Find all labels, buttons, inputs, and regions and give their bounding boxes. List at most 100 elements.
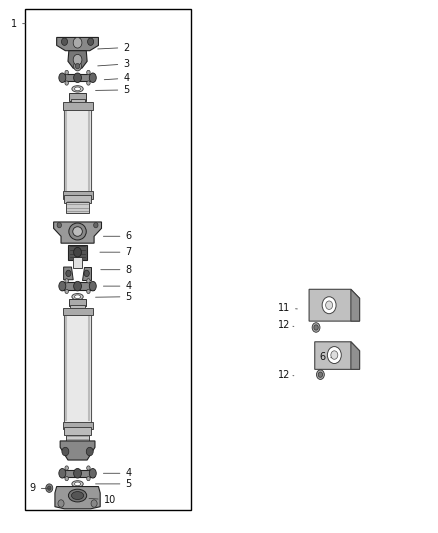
Circle shape	[87, 279, 90, 283]
Ellipse shape	[73, 227, 82, 236]
Ellipse shape	[74, 73, 81, 83]
Bar	[63, 102, 92, 110]
Bar	[63, 422, 92, 429]
Ellipse shape	[72, 481, 83, 487]
Ellipse shape	[74, 482, 81, 486]
Circle shape	[65, 81, 68, 85]
Circle shape	[87, 70, 90, 75]
Circle shape	[325, 301, 332, 310]
Text: 6: 6	[103, 231, 131, 241]
Bar	[69, 93, 86, 101]
Polygon shape	[57, 37, 99, 51]
Ellipse shape	[68, 489, 87, 502]
Circle shape	[322, 297, 336, 314]
Circle shape	[65, 466, 68, 470]
Circle shape	[88, 38, 94, 45]
Circle shape	[327, 346, 341, 364]
Bar	[67, 202, 88, 214]
Text: 1: 1	[11, 19, 25, 29]
Text: 5: 5	[95, 479, 132, 489]
Text: 2: 2	[98, 43, 130, 53]
Bar	[64, 195, 91, 204]
Ellipse shape	[89, 281, 96, 291]
Circle shape	[87, 289, 90, 294]
Circle shape	[62, 447, 69, 456]
Bar	[73, 257, 82, 268]
Polygon shape	[64, 267, 73, 280]
Bar	[64, 106, 91, 195]
Bar	[67, 434, 88, 444]
Circle shape	[318, 372, 322, 377]
Text: 12: 12	[278, 370, 294, 380]
Circle shape	[73, 37, 82, 48]
Bar	[71, 100, 85, 105]
Bar	[61, 470, 94, 477]
Ellipse shape	[72, 294, 83, 300]
Circle shape	[65, 279, 68, 283]
Circle shape	[91, 500, 97, 507]
Circle shape	[87, 466, 90, 470]
Text: 7: 7	[100, 247, 132, 257]
Ellipse shape	[59, 469, 66, 478]
Bar	[64, 426, 91, 435]
Ellipse shape	[74, 469, 81, 478]
Circle shape	[65, 70, 68, 75]
Ellipse shape	[89, 469, 96, 478]
Ellipse shape	[59, 73, 66, 83]
Ellipse shape	[72, 86, 83, 92]
Circle shape	[58, 500, 64, 507]
Bar	[61, 74, 94, 82]
Circle shape	[66, 270, 71, 277]
Text: 9: 9	[30, 483, 50, 493]
Circle shape	[75, 63, 80, 69]
Ellipse shape	[59, 281, 66, 291]
Circle shape	[314, 325, 318, 330]
Circle shape	[312, 322, 320, 332]
Bar	[63, 191, 92, 199]
Ellipse shape	[74, 87, 81, 91]
Polygon shape	[82, 267, 92, 280]
Text: 12: 12	[278, 320, 294, 330]
Bar	[61, 282, 94, 290]
Circle shape	[74, 61, 81, 71]
Polygon shape	[315, 342, 360, 369]
Polygon shape	[60, 441, 95, 460]
Ellipse shape	[69, 223, 86, 240]
Bar	[69, 300, 86, 306]
Circle shape	[65, 289, 68, 294]
Bar	[64, 312, 91, 425]
Circle shape	[86, 447, 93, 456]
Ellipse shape	[74, 281, 81, 291]
Circle shape	[87, 477, 90, 481]
Text: 5: 5	[95, 292, 132, 302]
Text: 4: 4	[103, 281, 131, 291]
Bar	[25, 10, 191, 511]
Circle shape	[317, 370, 324, 379]
Polygon shape	[68, 51, 87, 68]
Polygon shape	[351, 342, 360, 369]
Circle shape	[61, 38, 67, 45]
Ellipse shape	[71, 491, 84, 499]
Text: 3: 3	[98, 59, 129, 69]
Text: 5: 5	[95, 85, 130, 95]
Bar	[63, 308, 92, 316]
Text: 8: 8	[101, 265, 131, 274]
Text: 10: 10	[89, 495, 116, 505]
Polygon shape	[55, 487, 100, 509]
Polygon shape	[53, 222, 102, 243]
Circle shape	[47, 486, 51, 490]
Text: 11: 11	[278, 303, 297, 313]
Circle shape	[46, 484, 53, 492]
Ellipse shape	[89, 73, 96, 83]
Polygon shape	[351, 289, 360, 321]
Circle shape	[57, 222, 61, 228]
Circle shape	[65, 477, 68, 481]
Circle shape	[73, 54, 82, 65]
Polygon shape	[309, 289, 360, 321]
Ellipse shape	[74, 295, 81, 298]
Circle shape	[331, 351, 338, 359]
Text: 4: 4	[103, 469, 131, 478]
Circle shape	[87, 81, 90, 85]
Circle shape	[94, 222, 98, 228]
Ellipse shape	[74, 247, 81, 257]
